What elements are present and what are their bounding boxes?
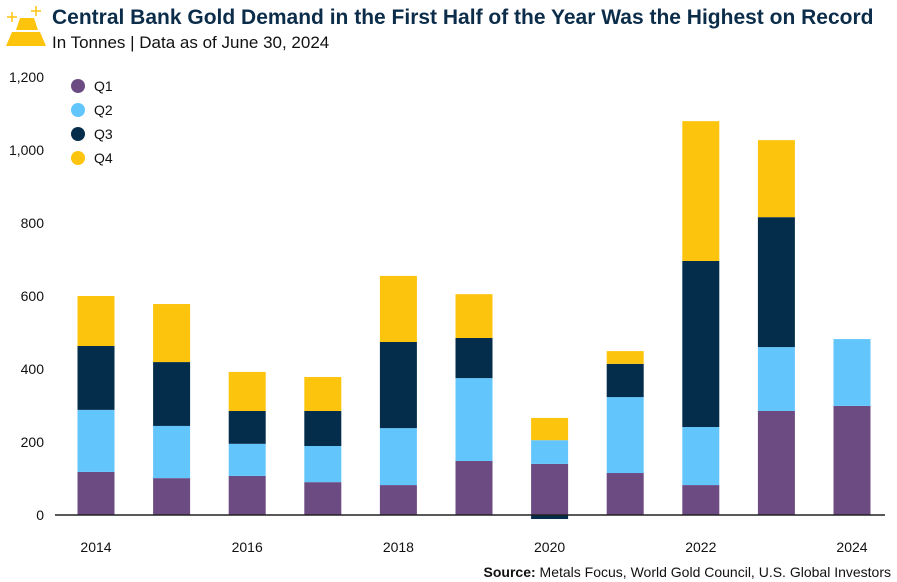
x-tick-label: 2014 [80,539,111,555]
bar-q4-2018 [379,275,417,342]
bar-q1-2017 [304,482,342,515]
bar-q4-2022 [682,121,720,261]
bar-q4-2020 [531,417,569,441]
bar-q4-2014 [77,296,115,347]
legend-marker-q1 [71,79,85,93]
legend-label: Q3 [94,126,113,142]
y-tick-label: 600 [21,288,45,304]
y-tick-label: 400 [21,361,45,377]
y-tick-label: 800 [21,215,45,231]
bar-q1-2016 [228,475,266,515]
bar-q3-2014 [77,346,115,410]
bar-q3-2021 [606,363,644,398]
bar-q4-2017 [304,377,342,411]
bar-q1-2022 [682,485,720,515]
bar-q1-2020 [531,463,569,515]
legend-label: Q2 [94,102,113,118]
bar-q1-2019 [455,460,493,515]
bar-q2-2017 [304,446,342,483]
x-tick-label: 2016 [232,539,263,555]
bar-q3-2017 [304,410,342,447]
bar-q2-2020 [531,440,569,464]
y-tick-label: 1,200 [9,69,44,85]
x-tick-label: 2018 [383,539,414,555]
bar-q4-2016 [228,371,266,411]
bar-q2-2022 [682,427,720,486]
bar-q2-2015 [153,425,191,479]
bar-q2-2021 [606,397,644,474]
bar-q4-2021 [606,351,644,364]
bar-q3-2019 [455,337,493,379]
bar-q4-2023 [757,140,795,218]
bar-q3-2023 [757,217,795,348]
bar-q4-2019 [455,294,493,338]
bar-q3-2018 [379,341,417,429]
bar-q2-2019 [455,378,493,461]
y-tick-label: 0 [36,507,44,523]
bar-q1-2014 [77,471,115,515]
bar-q2-2016 [228,443,266,476]
bar-q2-2023 [757,347,795,411]
source-label: Source: [483,564,536,580]
bar-q3-2020 [531,515,569,520]
source-note: Source: Metals Focus, World Gold Council… [484,564,891,580]
source-text: Metals Focus, World Gold Council, U.S. G… [535,564,891,580]
bar-q3-2016 [228,410,266,444]
legend-marker-q2 [71,103,85,117]
logo-gold-bars-icon [6,6,46,46]
y-tick-label: 1,000 [9,142,44,158]
bar-q1-2021 [606,473,644,515]
bar-q1-2018 [379,485,417,515]
bar-q1-2015 [153,478,191,515]
x-tick-label: 2020 [534,539,565,555]
chart-subtitle: In Tonnes | Data as of June 30, 2024 [52,33,330,52]
x-tick-label: 2022 [685,539,716,555]
y-tick-label: 200 [21,434,45,450]
bar-q2-2014 [77,409,115,472]
chart-title: Central Bank Gold Demand in the First Ha… [52,6,874,29]
bar-q3-2022 [682,260,720,428]
legend-label: Q1 [94,78,113,94]
legend-marker-q3 [71,127,85,141]
bar-q2-2024 [833,339,871,406]
bar-q4-2015 [153,304,191,363]
bar-q2-2018 [379,428,417,486]
x-tick-label: 2024 [836,539,867,555]
bar-q1-2023 [757,410,795,515]
legend-marker-q4 [71,151,85,165]
legend-label: Q4 [94,150,113,166]
bar-q1-2024 [833,405,871,515]
bar-q3-2015 [153,362,191,426]
